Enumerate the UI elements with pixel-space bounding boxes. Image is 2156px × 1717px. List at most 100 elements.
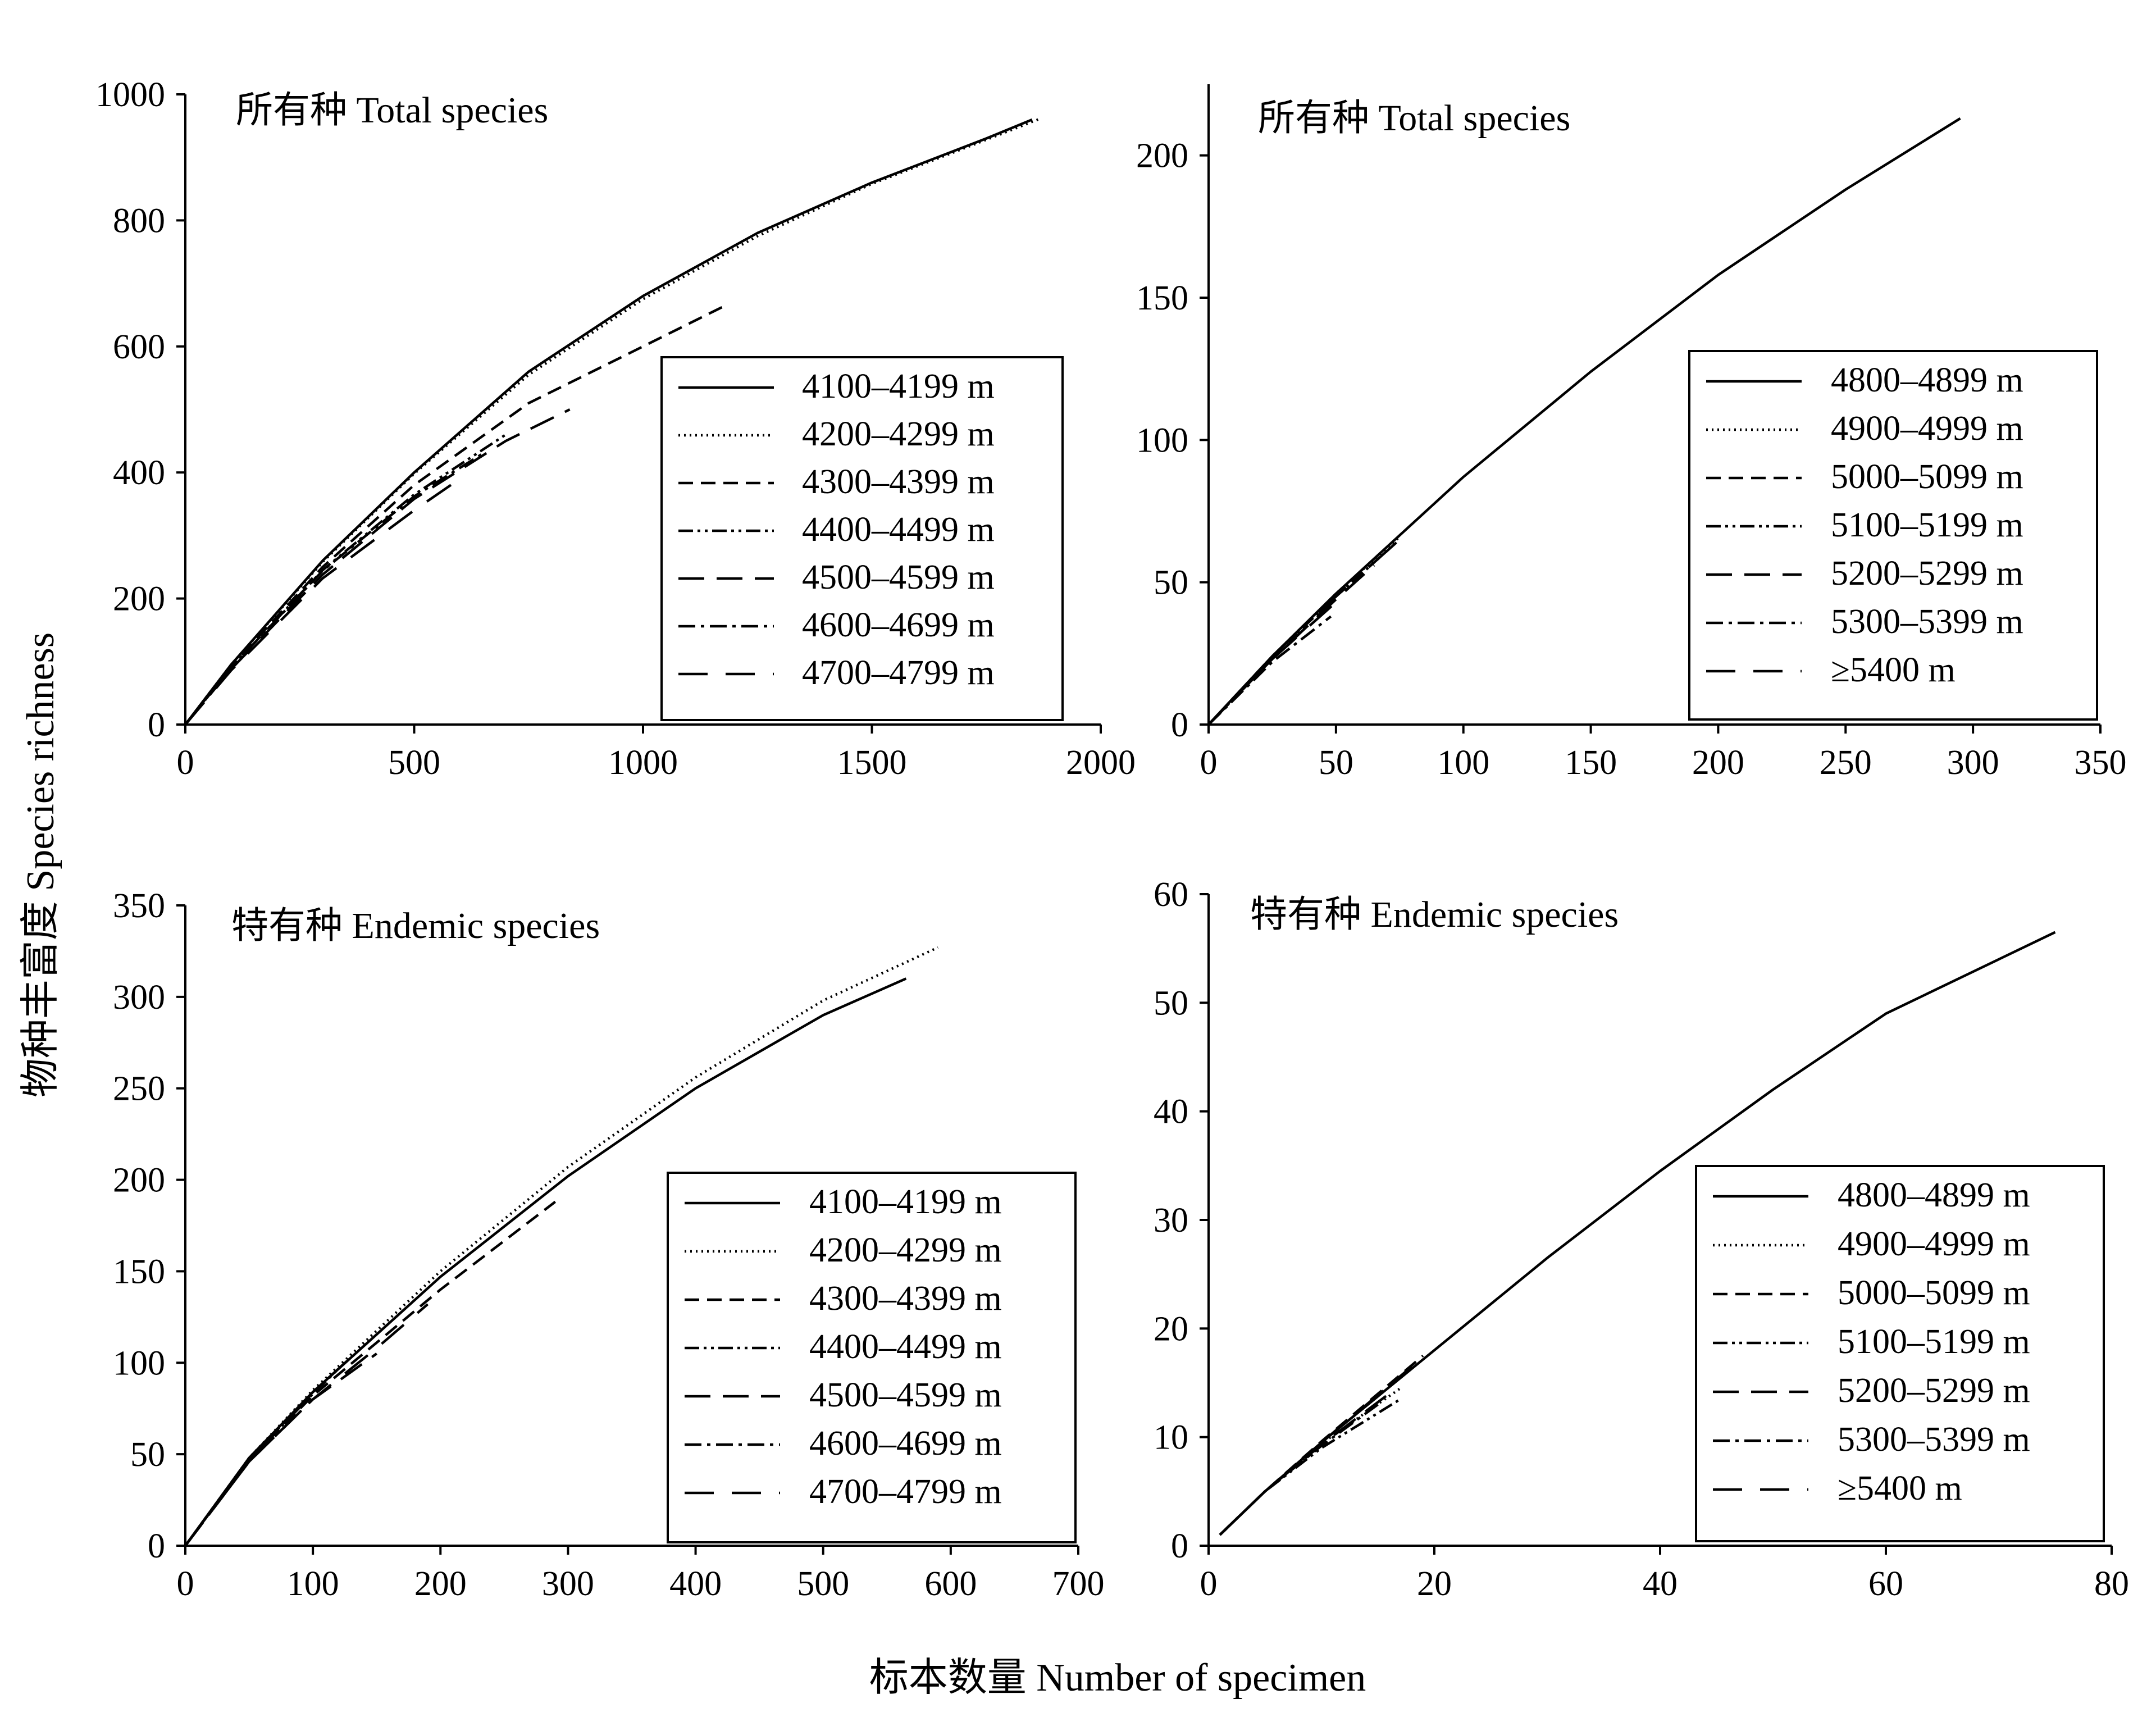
chart-panel-3: 0 50 100 150 200 250 300 350 0 100 200 300 400 500 600… [113,887,1105,1603]
chart-title: 所有种 Total species [1258,98,1570,139]
x-tick-label: 200 [1692,744,1744,782]
legend-label: 4600–4699 m [802,606,995,644]
legend: 4100–4199 m 4200–4299 m 4300–4399 m 4400–44… [660,356,1064,721]
series-line-5 [184,408,571,726]
y-tick-label: 20 [1154,1310,1188,1348]
legend-label: 5000–5099 m [1831,458,2023,496]
y-tick-label: 400 [113,454,165,492]
y-tick-label: 50 [1154,984,1188,1022]
x-tick-label: 250 [1820,744,1872,782]
y-tick-label: 40 [1154,1093,1188,1131]
legend-label: 4700–4799 m [802,654,995,692]
series-line-3 [184,1200,557,1547]
legend-label: 5100–5199 m [1831,506,2023,544]
series-line-6 [184,452,484,726]
legend-box [660,356,1064,721]
legend-label: 4800–4899 m [1831,361,2023,399]
legend-label: 4300–4399 m [809,1279,1002,1318]
series-line-3 [184,304,726,726]
series-line-2 [1207,535,1401,726]
y-tick-label: 1000 [95,76,165,114]
legend-label: ≥5400 m [1838,1469,1962,1508]
chart-title: 特有种 Endemic species [1250,894,1619,935]
x-axis-label: 标本数量 Number of specimen [869,1656,1366,1700]
legend-label: 4600–4699 m [809,1424,1002,1463]
legend-label: 5300–5399 m [1831,603,2023,641]
y-tick-label: 100 [113,1344,165,1382]
legend-label: 4100–4199 m [809,1183,1002,1221]
series-line-2 [1219,1387,1401,1536]
y-tick-label: 0 [1171,1527,1188,1565]
x-tick-label: 100 [287,1565,339,1603]
legend-label: 4900–4999 m [1838,1225,2030,1263]
legend-box [1695,1165,2105,1542]
x-tick-label: 0 [1200,1565,1218,1603]
y-tick-label: 0 [148,706,165,744]
legend-label: 4300–4399 m [802,463,995,501]
legend-label: 5300–5399 m [1838,1420,2030,1459]
x-tick-label: 0 [177,1565,194,1603]
legend-label: 5200–5299 m [1838,1372,2030,1410]
legend-label: 4400–4499 m [802,511,995,549]
legend: 4800–4899 m 4900–4999 m 5000–5099 m 5100–51… [1688,350,2098,721]
legend: 4800–4899 m 4900–4999 m 5000–5099 m 5100–51… [1695,1165,2105,1542]
x-tick-label: 400 [669,1565,722,1603]
y-axis-label: 物种丰富度 Species richness [19,632,62,1097]
y-tick-label: 0 [1171,706,1188,744]
x-tick-label: 0 [177,744,194,782]
legend-label: 4800–4899 m [1838,1176,2030,1214]
series-line-5 [1219,1392,1390,1536]
series-line-7 [184,1303,429,1547]
x-tick-label: 0 [1200,744,1218,782]
legend-box [667,1172,1077,1543]
series-line-6 [1207,615,1332,726]
legend-label: 4900–4999 m [1831,409,2023,448]
legend-label: 4500–4599 m [809,1376,1002,1414]
y-tick-label: 150 [113,1253,165,1291]
legend: 4100–4199 m 4200–4299 m 4300–4399 m 4400–44… [667,1172,1077,1543]
legend-box [1688,350,2098,721]
legend-label: 4200–4299 m [802,415,995,453]
x-tick-label: 1500 [837,744,907,782]
y-tick-label: 150 [1136,279,1188,317]
y-tick-label: 60 [1154,876,1188,914]
chart-title: 所有种 Total species [236,90,548,131]
x-tick-label: 80 [2094,1565,2129,1603]
legend-label: 5000–5099 m [1838,1274,2030,1312]
chart-title: 特有种 Endemic species [231,905,600,946]
x-tick-label: 1000 [608,744,678,782]
y-tick-label: 0 [148,1527,165,1565]
x-tick-label: 700 [1052,1565,1105,1603]
legend-label: ≥5400 m [1831,651,1956,689]
x-tick-label: 60 [1868,1565,1903,1603]
y-tick-label: 350 [113,887,165,925]
x-tick-label: 350 [2075,744,2127,782]
x-tick-label: 300 [1947,744,1999,782]
x-tick-label: 150 [1565,744,1617,782]
x-tick-label: 100 [1437,744,1489,782]
series-line-1 [184,118,1033,726]
y-tick-label: 200 [113,1162,165,1200]
x-tick-label: 500 [797,1565,849,1603]
y-tick-label: 30 [1154,1201,1188,1240]
series-line-7 [1207,601,1337,726]
y-tick-label: 200 [113,580,165,618]
y-tick-label: 10 [1154,1419,1188,1457]
chart-panel-1: 0 200 400 600 800 1000 0 500 1000 1500 2000 所有种 Tot… [95,76,1136,782]
legend-label: 5200–5299 m [1831,554,2023,593]
y-tick-label: 200 [1136,137,1188,175]
legend-label: 4100–4199 m [802,367,995,406]
legend-label: 4700–4799 m [809,1473,1002,1511]
series-line-5 [184,1352,378,1547]
legend-label: 4400–4499 m [809,1328,1002,1366]
x-tick-label: 40 [1643,1565,1678,1603]
x-tick-label: 20 [1417,1565,1452,1603]
y-tick-label: 600 [113,328,165,366]
series-line-4 [184,434,507,726]
y-tick-label: 250 [113,1070,165,1108]
legend-label: 4200–4299 m [809,1231,1002,1269]
series-line-7 [184,477,461,726]
chart-panel-4: 0 10 20 30 40 50 60 0 20 40 60 80 特有种 Endemic specie… [1154,876,2129,1603]
